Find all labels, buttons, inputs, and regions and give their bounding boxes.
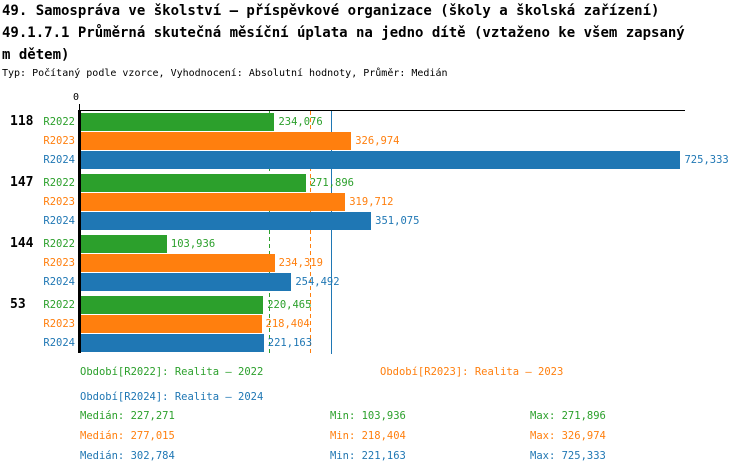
bar-r2022-147 (81, 174, 306, 192)
bar-row-144-r2022: R2022 103,936 (5, 235, 686, 253)
bar-row-144-r2023: R2023 234,319 (5, 254, 686, 272)
bar-r2023-147 (81, 193, 346, 211)
legend-item-1: Období[R2022]: Realita – 2022 (80, 366, 264, 378)
bar-group-118: 118 R2022 234,076 R2023 326,974 R2024 725,333 (5, 113, 729, 169)
y-axis-line (78, 110, 81, 353)
median-gridline-r2022 (268, 111, 270, 354)
stat-min-row2: Min: 218,404 (330, 430, 406, 442)
bar-r2022-144 (81, 235, 167, 253)
bar-row-118-r2022: R2022 234,076 (5, 113, 686, 131)
bar-group-53: 53 R2022 220,465 R2023 218,404 R2024 221,163 (5, 296, 686, 352)
bar-track: 725,333 (81, 151, 729, 169)
stat-max-row2: Max: 326,974 (530, 430, 606, 442)
stat-max-row1: Max: 271,896 (530, 410, 606, 422)
bar-row-147-r2024: R2024 351,075 (5, 212, 686, 230)
x-axis-zero-tick-label: 0 (73, 92, 80, 103)
bar-row-144-r2024: R2024 254,492 (5, 273, 686, 291)
bar-row-118-r2023: R2023 326,974 (5, 132, 686, 150)
bar-row-118-r2024: R2024 725,333 (5, 151, 729, 169)
bar-row-53-r2023: R2023 218,404 (5, 315, 686, 333)
bar-r2024-147 (81, 212, 372, 230)
series-label-r2024: R2024 (43, 276, 75, 288)
bar-r2024-53 (81, 334, 264, 352)
series-label-r2023: R2023 (43, 257, 75, 269)
bar-track: 220,465 (81, 296, 686, 314)
stat-min-row1: Min: 103,936 (330, 410, 406, 422)
bar-track: 103,936 (81, 235, 686, 253)
chart-title-line1: 49. Samospráva ve školství – příspěvkové… (2, 3, 660, 19)
bar-value-label: 319,712 (349, 196, 394, 208)
bar-r2022-118 (81, 113, 275, 131)
chart-legend: Období[R2022]: Realita – 2022 Období[R202… (80, 366, 563, 416)
series-label-r2023: R2023 (43, 318, 75, 330)
series-label-r2024: R2024 (43, 154, 75, 166)
bar-value-label: 221,163 (267, 337, 313, 349)
bar-track: 234,319 (81, 254, 686, 272)
bar-row-147-r2023: R2023 319,712 (5, 193, 686, 211)
category-label-118: 118 (10, 114, 34, 129)
bar-value-label: 220,465 (267, 299, 312, 311)
bar-value-label: 351,075 (375, 215, 420, 227)
bar-value-label: 234,076 (278, 116, 323, 128)
bar-track: 254,492 (81, 273, 686, 291)
bar-group-144: 144 R2022 103,936 R2023 234,319 R2024 254,492 (5, 235, 686, 291)
bar-r2024-144 (81, 273, 292, 291)
plot-area-gridlines (81, 111, 685, 354)
bar-track: 271,896 (81, 174, 686, 192)
bar-track: 326,974 (81, 132, 686, 150)
bar-value-label: 103,936 (170, 238, 216, 250)
bar-track: 234,076 (81, 113, 686, 131)
stat-median-row1: Medián: 227,271 (80, 410, 175, 422)
bar-track: 319,712 (81, 193, 686, 211)
stat-min-row3: Min: 221,163 (330, 450, 406, 462)
bar-row-147-r2022: R2022 271,896 (5, 174, 686, 192)
series-label-r2024: R2024 (43, 215, 75, 227)
bar-r2022-53 (81, 296, 264, 314)
category-label-53: 53 (10, 297, 26, 312)
series-label-r2022: R2022 (43, 238, 75, 250)
bar-r2023-118 (81, 132, 352, 150)
bar-value-label: 271,896 (309, 177, 354, 189)
median-gridline-r2023 (309, 111, 311, 354)
bar-value-label: 326,974 (355, 135, 400, 147)
bar-group-147: 147 R2022 271,896 R2023 319,712 R2024 351,075 (5, 174, 686, 230)
bar-value-label: 218,404 (265, 318, 310, 330)
bar-rows-container: 118 R2022 234,076 R2023 326,974 R2024 725,333 1… (5, 113, 729, 357)
bar-value-label: 725,333 (684, 154, 729, 166)
stat-median-row3: Medián: 302,784 (80, 450, 175, 462)
series-stats: Medián: 227,271 Min: 103,936 Max: 271,896 M… (80, 410, 606, 470)
bar-row-53-r2022: R2022 220,465 (5, 296, 686, 314)
series-label-r2022: R2022 (43, 299, 75, 311)
chart-subtitle-meta: Typ: Počítaný podle vzorce, Vyhodnocení:… (2, 68, 448, 79)
chart-title-line2: 49.1.7.1 Průměrná skutečná měsíční úplat… (2, 25, 685, 41)
bar-row-53-r2024: R2024 221,163 (5, 334, 686, 352)
series-label-r2024: R2024 (43, 337, 75, 349)
bar-track: 218,404 (81, 315, 686, 333)
series-label-r2022: R2022 (43, 116, 75, 128)
legend-item-2: Období[R2023]: Realita – 2023 (380, 366, 564, 378)
category-label-144: 144 (10, 236, 34, 251)
x-axis-tick-mark (79, 104, 80, 110)
chart-title-line3: m dětem) (2, 47, 70, 63)
bar-value-label: 254,492 (295, 276, 340, 288)
category-label-147: 147 (10, 175, 34, 190)
bar-r2024-118 (81, 151, 681, 169)
bar-r2023-144 (81, 254, 275, 272)
median-gridline-r2024 (330, 111, 332, 354)
series-label-r2023: R2023 (43, 135, 75, 147)
bar-track: 351,075 (81, 212, 686, 230)
series-label-r2022: R2022 (43, 177, 75, 189)
series-label-r2023: R2023 (43, 196, 75, 208)
x-axis-line (80, 110, 685, 111)
bar-chart: 0 118 R2022 234,076 R2023 326,974 R2024 725,33… (0, 92, 750, 358)
bar-r2023-53 (81, 315, 262, 333)
stat-median-row2: Medián: 277,015 (80, 430, 175, 442)
bar-track: 221,163 (81, 334, 686, 352)
legend-item-3: Období[R2024]: Realita – 2024 (80, 391, 264, 403)
bar-value-label: 234,319 (278, 257, 323, 269)
stat-max-row3: Max: 725,333 (530, 450, 606, 462)
